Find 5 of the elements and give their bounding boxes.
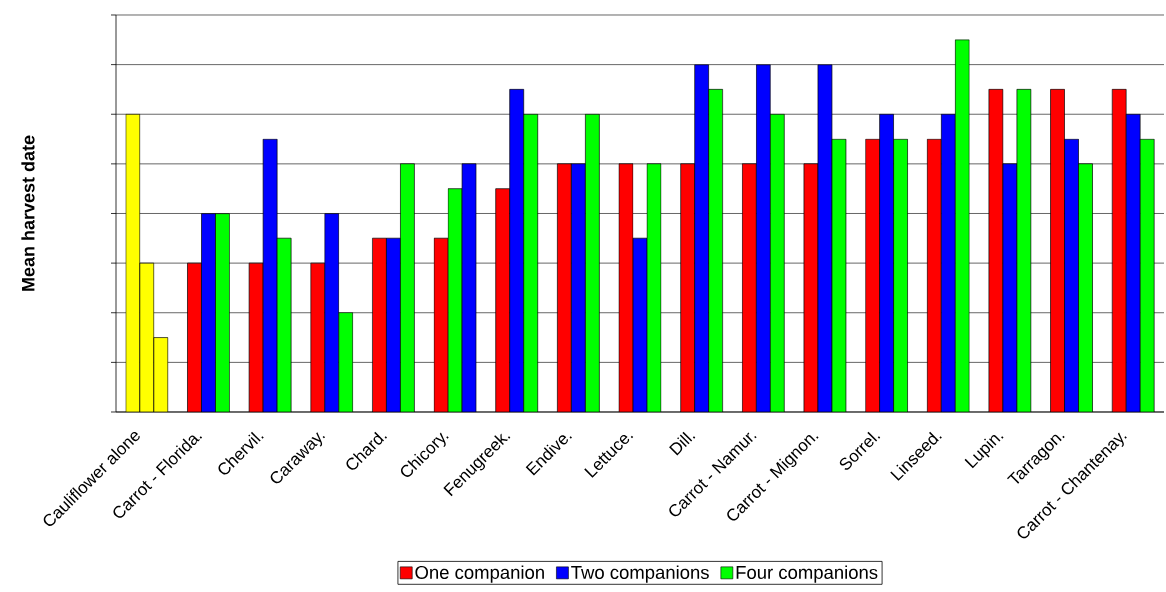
legend-label: Four companions [736, 565, 878, 583]
legend-label: Two companions [571, 565, 709, 583]
y-axis-title: Mean harvest date [21, 135, 35, 291]
legend-label: One companion [415, 565, 544, 583]
x-tick-label: Dill. [669, 431, 696, 456]
